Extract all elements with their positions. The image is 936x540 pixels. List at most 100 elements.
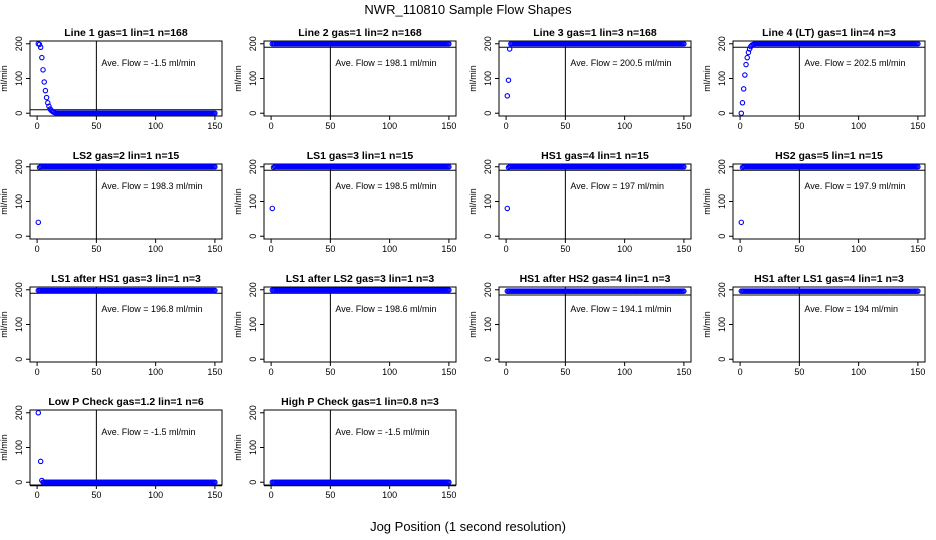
panel-10: LS1 after LS2 gas=3 lin=1 n=3 ml/min 0 50 10… [233, 273, 457, 377]
x-tick-label: 50 [91, 490, 101, 500]
data-point [36, 41, 43, 48]
data-point [35, 219, 42, 226]
data-point [37, 44, 44, 50]
ave-flow-annotation: Ave. Flow = 198.5 ml/min [335, 181, 436, 191]
y-tick-label: 0 [14, 480, 24, 485]
data-point [446, 287, 452, 293]
plot-frame [732, 40, 926, 117]
data-point [35, 410, 42, 416]
y-tick-label: 200 [14, 282, 24, 297]
y-tick-label: 0 [248, 234, 258, 239]
x-tick-label: 150 [676, 367, 691, 377]
plot-frame [498, 286, 692, 363]
x-tick-label: 100 [851, 367, 866, 377]
plot-frame [29, 286, 223, 363]
y-tick-label: 100 [248, 440, 258, 455]
panel-5: LS2 gas=2 lin=1 n=15 ml/min 0 50 100 150 0 100 2… [0, 150, 223, 254]
y-tick-label: 100 [14, 317, 24, 332]
y-tick-label: 200 [14, 36, 24, 51]
y-axis-label: ml/min [233, 188, 243, 215]
data-point [212, 479, 218, 485]
ave-flow-annotation: Ave. Flow = 202.5 ml/min [804, 58, 905, 68]
ave-flow-annotation: Ave. Flow = 197 ml/min [570, 181, 664, 191]
data-point [915, 164, 921, 170]
plot-frame [732, 286, 926, 363]
plot-frame [29, 163, 223, 240]
x-tick-label: 150 [441, 244, 456, 254]
data-point [39, 54, 45, 61]
x-tick-label: 50 [325, 121, 335, 131]
panel-title: Low P Check gas=1.2 lin=1 n=6 [48, 396, 203, 408]
x-tick-label: 100 [617, 367, 632, 377]
ave-flow-annotation: Ave. Flow = 198.3 ml/min [101, 181, 202, 191]
data-point [42, 87, 49, 94]
x-tick-label: 0 [269, 490, 274, 500]
data-point [41, 79, 47, 85]
x-tick-label: 100 [851, 244, 866, 254]
y-tick-label: 100 [483, 194, 493, 209]
x-tick-label: 0 [738, 367, 743, 377]
y-tick-label: 0 [14, 111, 24, 116]
y-tick-label: 200 [14, 159, 24, 174]
x-tick-label: 150 [207, 490, 222, 500]
y-tick-label: 100 [483, 71, 493, 86]
data-point [915, 41, 921, 47]
x-tick-label: 50 [794, 244, 804, 254]
x-tick-label: 0 [269, 244, 274, 254]
x-tick-label: 150 [676, 244, 691, 254]
y-tick-label: 100 [14, 440, 24, 455]
y-tick-label: 0 [14, 234, 24, 239]
y-tick-label: 100 [717, 317, 727, 332]
x-tick-label: 100 [148, 244, 163, 254]
y-axis-label: ml/min [233, 65, 243, 92]
y-tick-label: 0 [248, 480, 258, 485]
y-tick-label: 100 [14, 71, 24, 86]
x-axis-title: Jog Position (1 second resolution) [370, 519, 566, 534]
panel-title: LS1 gas=3 lin=1 n=15 [307, 150, 414, 162]
plot-frame [263, 409, 457, 486]
data-point [46, 103, 52, 110]
y-tick-label: 200 [483, 36, 493, 51]
panel-3: Line 3 gas=1 lin=3 n=168 ml/min 0 50 100 150 0… [468, 27, 692, 131]
panel-title: HS1 after HS2 gas=4 lin=1 n=3 [520, 273, 671, 285]
y-axis-label: ml/min [0, 65, 9, 92]
x-tick-label: 50 [91, 121, 101, 131]
data-point [43, 94, 50, 101]
data-point [269, 205, 276, 212]
y-tick-label: 0 [248, 111, 258, 116]
data-point [681, 288, 687, 294]
plot-frame [732, 163, 926, 240]
y-tick-label: 200 [248, 282, 258, 297]
ave-flow-annotation: Ave. Flow = 194.1 ml/min [570, 304, 671, 314]
y-tick-label: 0 [483, 357, 493, 362]
panel-title: Line 3 gas=1 lin=3 n=168 [533, 27, 657, 39]
x-tick-label: 100 [851, 121, 866, 131]
x-tick-label: 100 [382, 121, 397, 131]
y-tick-label: 0 [483, 111, 493, 116]
data-point [738, 219, 745, 226]
data-point [504, 205, 511, 212]
x-tick-label: 100 [148, 367, 163, 377]
plot-frame [263, 40, 457, 117]
panel-13: Low P Check gas=1.2 lin=1 n=6 ml/min 0 50 10… [0, 396, 223, 500]
x-tick-label: 0 [738, 244, 743, 254]
y-tick-label: 0 [717, 357, 727, 362]
ave-flow-annotation: Ave. Flow = 197.9 ml/min [804, 181, 905, 191]
x-tick-label: 50 [325, 367, 335, 377]
data-point [40, 67, 46, 73]
y-axis-label: ml/min [702, 188, 712, 215]
panel-1: Line 1 gas=1 lin=1 n=168 ml/min 0 50 100 150 0… [0, 27, 223, 131]
y-tick-label: 200 [483, 159, 493, 174]
data-point [506, 46, 513, 52]
y-axis-label: ml/min [233, 311, 243, 338]
y-tick-label: 0 [14, 357, 24, 362]
data-point [739, 100, 746, 106]
x-tick-label: 0 [269, 121, 274, 131]
panel-title: LS1 after HS1 gas=3 lin=1 n=3 [51, 273, 201, 285]
x-tick-label: 150 [676, 121, 691, 131]
y-tick-label: 200 [483, 282, 493, 297]
panel-title: Line 2 gas=1 lin=2 n=168 [298, 27, 422, 39]
y-axis-label: ml/min [468, 311, 478, 338]
panel-4: Line 4 (LT) gas=1 lin=4 n=3 ml/min 0 50 100 1… [702, 27, 926, 131]
